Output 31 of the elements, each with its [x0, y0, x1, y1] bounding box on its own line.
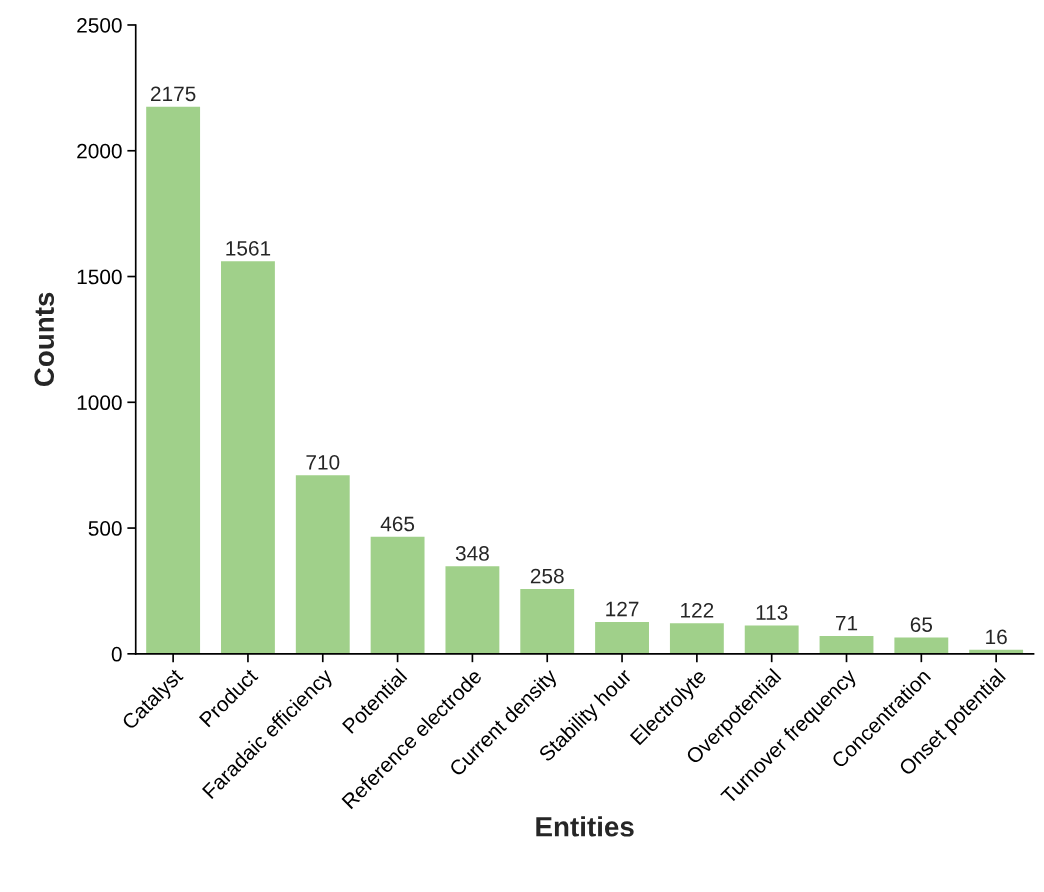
bar: [370, 536, 425, 654]
data-label: 258: [530, 568, 564, 584]
data-label: 348: [455, 546, 489, 561]
y-tick-label: 1000: [77, 395, 122, 411]
data-label: 65: [910, 617, 933, 632]
data-label: 113: [756, 605, 788, 620]
bar: [295, 475, 350, 654]
data-label: 1561: [226, 240, 271, 256]
y-axis-title: Counts: [34, 292, 55, 387]
bar: [669, 623, 724, 654]
data-label: 710: [306, 454, 340, 470]
y-tick-label: 1500: [77, 269, 122, 285]
data-label: 122: [681, 602, 714, 618]
bar: [146, 106, 201, 654]
y-tick-label: 0: [111, 646, 122, 662]
data-label: 465: [380, 516, 415, 532]
bar: [894, 637, 949, 654]
x-axis-title: Entities: [536, 816, 634, 837]
data-label: 127: [606, 601, 639, 617]
bar: [445, 566, 500, 654]
y-tick-label: 2000: [77, 143, 122, 159]
data-label: 71: [835, 615, 858, 631]
bar: [221, 261, 275, 654]
y-tick-label: 2500: [77, 17, 122, 33]
bar: [744, 625, 799, 654]
bar: [520, 588, 575, 654]
y-tick-label: 500: [88, 521, 122, 536]
bar: [819, 635, 874, 654]
data-label: 16: [986, 629, 1007, 645]
data-label: 2175: [151, 86, 196, 102]
bar: [595, 621, 649, 654]
